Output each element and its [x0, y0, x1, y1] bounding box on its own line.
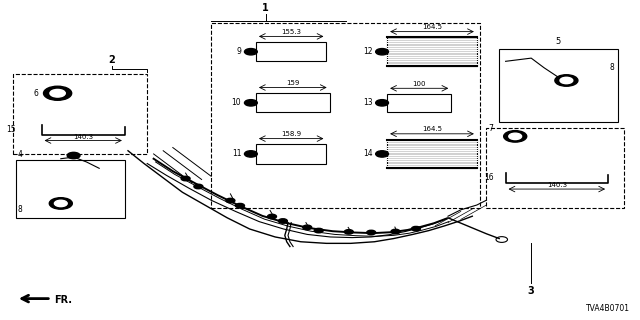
- Text: 6: 6: [33, 89, 38, 98]
- Circle shape: [54, 200, 67, 207]
- Bar: [387, 94, 451, 112]
- Bar: [486, 128, 624, 208]
- Text: 140.3: 140.3: [73, 134, 93, 140]
- Text: FR.: FR.: [54, 295, 72, 305]
- Circle shape: [412, 227, 420, 231]
- Text: 8: 8: [18, 205, 22, 214]
- Text: 3: 3: [528, 285, 534, 295]
- Bar: [387, 140, 477, 168]
- Text: 8: 8: [610, 63, 614, 72]
- Circle shape: [244, 151, 257, 157]
- Text: 140.3: 140.3: [547, 182, 567, 188]
- Text: 15: 15: [6, 125, 16, 134]
- Bar: [13, 74, 147, 154]
- Text: 12: 12: [363, 47, 372, 56]
- Text: 4: 4: [18, 150, 23, 159]
- Circle shape: [504, 131, 527, 142]
- Circle shape: [49, 198, 72, 209]
- Circle shape: [509, 133, 522, 140]
- Circle shape: [303, 225, 312, 230]
- Bar: [211, 23, 480, 208]
- Text: 100: 100: [412, 81, 426, 87]
- Circle shape: [268, 214, 276, 219]
- Circle shape: [391, 229, 400, 234]
- Circle shape: [376, 49, 388, 55]
- Bar: [499, 49, 618, 122]
- Text: 164.5: 164.5: [422, 24, 442, 30]
- Circle shape: [44, 86, 72, 100]
- Circle shape: [50, 89, 65, 97]
- Bar: [256, 93, 330, 112]
- Text: 11: 11: [232, 149, 241, 158]
- Text: 2: 2: [109, 54, 115, 65]
- Circle shape: [344, 230, 353, 234]
- Text: 16: 16: [484, 173, 494, 182]
- Text: 9: 9: [236, 47, 241, 56]
- Circle shape: [560, 77, 573, 84]
- Text: 164.5: 164.5: [422, 126, 442, 132]
- Circle shape: [244, 100, 257, 106]
- Circle shape: [181, 176, 190, 181]
- Circle shape: [555, 75, 578, 86]
- Text: 159: 159: [286, 80, 300, 86]
- Text: 14: 14: [363, 149, 372, 158]
- Text: 7: 7: [488, 124, 493, 133]
- Circle shape: [367, 230, 376, 235]
- Bar: [387, 37, 477, 66]
- Bar: [256, 42, 326, 61]
- Bar: [16, 160, 125, 218]
- Text: 155.3: 155.3: [281, 29, 301, 35]
- Circle shape: [194, 184, 203, 189]
- Circle shape: [314, 228, 323, 233]
- Bar: [256, 144, 326, 164]
- Circle shape: [376, 100, 388, 106]
- Circle shape: [244, 49, 257, 55]
- Circle shape: [236, 204, 244, 208]
- Circle shape: [67, 152, 80, 159]
- Circle shape: [278, 219, 287, 223]
- Text: TVA4B0701: TVA4B0701: [586, 304, 630, 313]
- Circle shape: [226, 198, 235, 203]
- Text: 1: 1: [262, 3, 269, 13]
- Text: 158.9: 158.9: [281, 131, 301, 137]
- Text: 5: 5: [556, 37, 561, 46]
- Text: 10: 10: [232, 98, 241, 107]
- Circle shape: [376, 151, 388, 157]
- Text: 13: 13: [363, 98, 372, 107]
